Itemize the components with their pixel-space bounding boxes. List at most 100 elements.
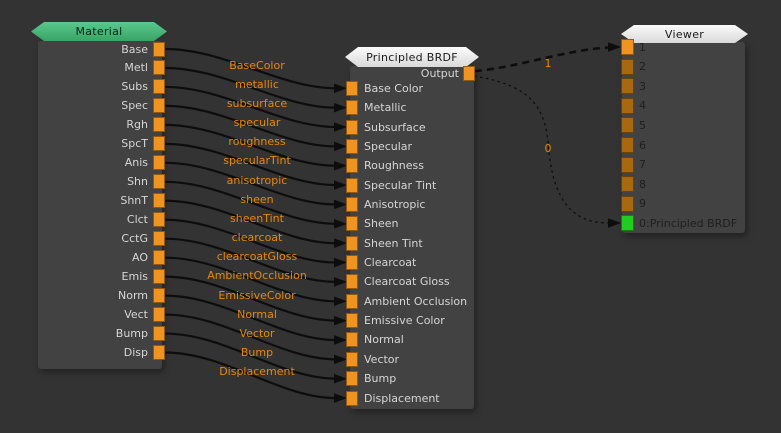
brdf-input-row: Sheen Tint bbox=[346, 234, 474, 253]
material-output-row: Spec bbox=[38, 96, 165, 115]
wire-specularTint[interactable] bbox=[164, 142, 337, 187]
wire-EmissiveColor[interactable] bbox=[164, 275, 337, 322]
brdf-input-socket[interactable] bbox=[346, 313, 358, 329]
brdf-input-socket[interactable] bbox=[346, 119, 358, 135]
brdf-input-row: Roughness bbox=[346, 156, 474, 175]
material-output-label: Rgh bbox=[126, 118, 148, 132]
viewer-input-row: 7 bbox=[621, 156, 745, 173]
brdf-input-socket[interactable] bbox=[346, 196, 358, 212]
brdf-input-socket[interactable] bbox=[346, 255, 358, 271]
brdf-input-socket[interactable] bbox=[346, 138, 358, 154]
material-output-socket[interactable] bbox=[153, 269, 165, 285]
material-output-socket[interactable] bbox=[153, 326, 165, 342]
wire-metallic[interactable] bbox=[164, 66, 337, 109]
brdf-input-label: Ambient Occlusion bbox=[364, 294, 468, 308]
node-material-header[interactable]: Material bbox=[31, 22, 167, 41]
viewer-input-row: 1 bbox=[621, 39, 745, 55]
material-output-socket[interactable] bbox=[153, 41, 165, 57]
viewer-input-socket[interactable] bbox=[621, 78, 634, 95]
brdf-input-socket[interactable] bbox=[346, 80, 358, 96]
material-output-socket[interactable] bbox=[153, 174, 165, 190]
brdf-input-socket[interactable] bbox=[346, 177, 358, 193]
wire-roughness[interactable] bbox=[164, 123, 337, 167]
wire-sheenTint[interactable] bbox=[164, 199, 337, 245]
material-output-socket[interactable] bbox=[153, 60, 165, 76]
wire-EmissiveColor-arrowhead bbox=[334, 315, 347, 326]
wire-specular[interactable] bbox=[164, 104, 337, 148]
viewer-input-socket[interactable] bbox=[621, 97, 634, 114]
viewer-input-socket[interactable] bbox=[621, 156, 634, 173]
brdf-output-socket[interactable] bbox=[463, 65, 475, 81]
brdf-input-row: Displacement bbox=[346, 389, 474, 408]
viewer-input-socket[interactable] bbox=[621, 117, 634, 134]
brdf-input-socket[interactable] bbox=[346, 371, 358, 387]
viewer-input-socket[interactable] bbox=[621, 195, 634, 212]
material-output-socket[interactable] bbox=[153, 155, 165, 171]
viewer-input-socket[interactable] bbox=[621, 137, 634, 153]
wire-Displacement[interactable] bbox=[164, 351, 337, 400]
material-output-row: Vect bbox=[38, 305, 165, 324]
material-output-socket[interactable] bbox=[153, 212, 165, 228]
material-output-socket[interactable] bbox=[153, 345, 165, 361]
wire-output-to-viewer-0[interactable] bbox=[473, 75, 609, 224]
viewer-input-socket[interactable] bbox=[621, 39, 634, 55]
brdf-input-label: Emissive Color bbox=[364, 314, 445, 328]
material-output-label: AO bbox=[132, 251, 148, 265]
wire-subsurface[interactable] bbox=[164, 85, 337, 129]
material-output-label: CctG bbox=[121, 232, 148, 246]
material-output-label: Norm bbox=[117, 289, 148, 303]
wire-specularTint-arrowhead bbox=[334, 180, 347, 190]
brdf-output-row: Output bbox=[346, 64, 475, 83]
wire-BaseColor[interactable] bbox=[164, 47, 337, 90]
viewer-input-row: 2 bbox=[621, 58, 745, 75]
brdf-input-socket[interactable] bbox=[346, 390, 358, 406]
brdf-input-row: Sheen bbox=[346, 214, 474, 233]
wire-sheen[interactable] bbox=[164, 180, 337, 225]
wire-Vector[interactable] bbox=[164, 313, 337, 361]
viewer-input-socket[interactable] bbox=[621, 58, 634, 75]
material-output-socket[interactable] bbox=[153, 193, 165, 209]
node-viewer-body[interactable] bbox=[622, 42, 745, 233]
wire-Normal[interactable] bbox=[164, 294, 337, 342]
viewer-input-label: 1 bbox=[639, 40, 646, 54]
material-output-socket[interactable] bbox=[153, 288, 165, 304]
material-output-socket[interactable] bbox=[153, 117, 165, 133]
wire-Bump[interactable] bbox=[164, 332, 337, 380]
material-output-socket[interactable] bbox=[153, 250, 165, 266]
node-viewer-header[interactable]: Viewer bbox=[621, 25, 748, 43]
viewer-input-socket[interactable] bbox=[621, 176, 634, 193]
wire-clearcoat[interactable] bbox=[164, 218, 337, 264]
wire-anisotropic[interactable] bbox=[164, 161, 337, 206]
brdf-input-label: Clearcoat bbox=[364, 256, 417, 270]
material-output-socket[interactable] bbox=[153, 307, 165, 323]
wire-Displacement-arrowhead bbox=[334, 393, 347, 403]
viewer-result-socket[interactable] bbox=[621, 215, 634, 232]
node-principled-brdf-body[interactable] bbox=[350, 66, 474, 409]
node-viewer-title: Viewer bbox=[664, 27, 705, 41]
brdf-input-socket[interactable] bbox=[346, 351, 358, 367]
material-output-socket[interactable] bbox=[153, 136, 165, 152]
material-output-socket[interactable] bbox=[153, 79, 165, 95]
wire-AmbientOcclusion[interactable] bbox=[164, 256, 337, 303]
brdf-input-socket[interactable] bbox=[346, 100, 358, 116]
viewer-input-label: 2 bbox=[639, 60, 646, 74]
brdf-input-socket[interactable] bbox=[346, 158, 358, 174]
brdf-input-label: Bump bbox=[364, 372, 397, 386]
brdf-input-socket[interactable] bbox=[346, 274, 358, 290]
brdf-input-row: Bump bbox=[346, 369, 474, 388]
node-material-body[interactable] bbox=[38, 41, 162, 369]
material-output-socket[interactable] bbox=[153, 231, 165, 247]
viewer-input-label: 4 bbox=[639, 99, 646, 113]
brdf-input-socket[interactable] bbox=[346, 216, 358, 232]
wire-clearcoatGloss[interactable] bbox=[164, 237, 337, 283]
material-output-row: Anis bbox=[38, 153, 165, 172]
brdf-input-socket[interactable] bbox=[346, 332, 358, 348]
brdf-input-socket[interactable] bbox=[346, 235, 358, 251]
wire-output-to-viewer-1[interactable] bbox=[474, 46, 609, 73]
wire-sheen-arrowhead bbox=[334, 219, 347, 229]
material-output-row: Disp bbox=[38, 343, 165, 362]
node-principled-brdf-header[interactable]: Principled BRDF bbox=[345, 47, 479, 67]
brdf-input-socket[interactable] bbox=[346, 293, 358, 309]
material-output-socket[interactable] bbox=[153, 98, 165, 114]
